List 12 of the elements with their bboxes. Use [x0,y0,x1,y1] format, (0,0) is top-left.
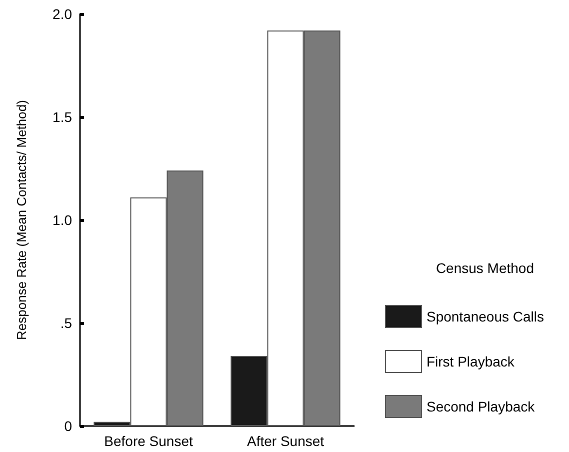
y-tick-label: 1.0 [52,212,72,228]
y-axis-title: Response Rate (Mean Contacts/ Method) [14,100,29,340]
x-tick-label: After Sunset [246,433,324,449]
legend-label: Spontaneous Calls [426,308,544,324]
y-tick-label: 2.0 [52,6,72,22]
legend-label: First Playback [426,354,516,370]
legend-title: Census Method [436,260,534,276]
y-tick-label: .5 [60,315,72,331]
legend-label: Second Playback [426,398,536,414]
y-tick-label: 0 [64,418,72,434]
x-tick-label: Before Sunset [104,433,193,449]
y-tick-label: 1.5 [52,109,72,125]
